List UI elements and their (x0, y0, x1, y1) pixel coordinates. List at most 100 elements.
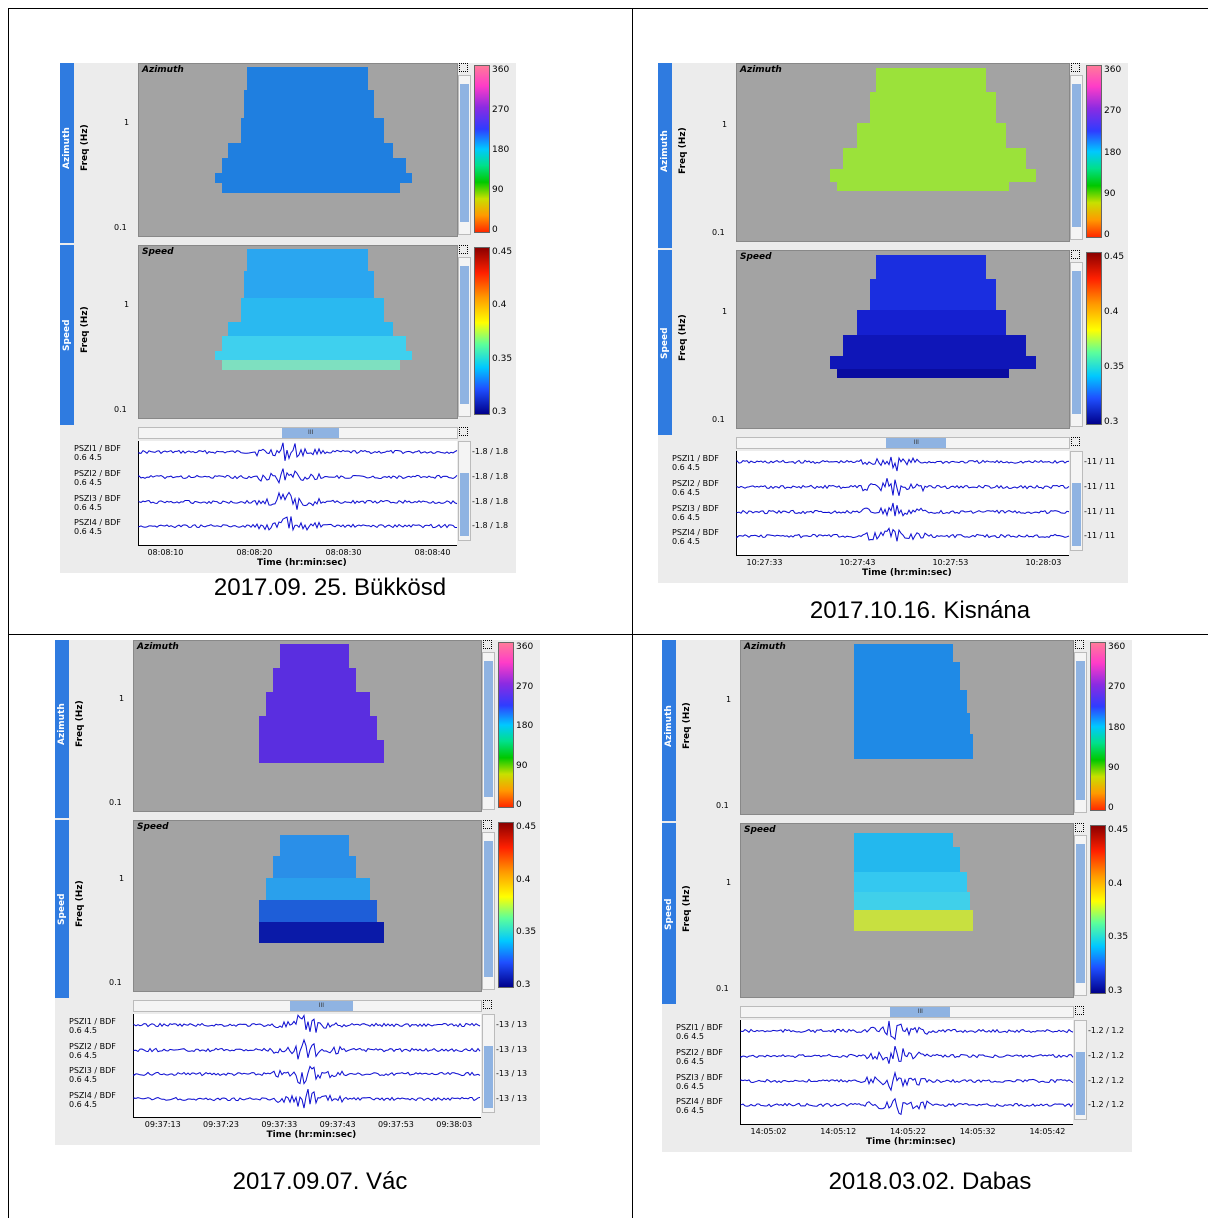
speed-vertical-scrollbar[interactable] (1070, 262, 1083, 427)
fullscreen-icon[interactable] (1075, 640, 1084, 649)
time-scrollbar[interactable]: III (740, 1006, 1074, 1018)
speed-colorbar-label: 0.45 (516, 822, 537, 832)
speed-tab-label: Speed (660, 326, 670, 359)
fullscreen-icon[interactable] (459, 245, 468, 254)
trace-amplitude-label: -11 / 11 (1084, 506, 1116, 516)
fullscreen-icon[interactable] (459, 63, 468, 72)
freq-tick-1: 1 (124, 300, 130, 310)
scrollbar-thumb[interactable] (460, 84, 469, 222)
freq-tick-1: 1 (119, 694, 125, 704)
azimuth-vertical-scrollbar[interactable] (482, 652, 495, 810)
azimuth-colorbar-label: 180 (492, 145, 510, 155)
waveform-trace (133, 1037, 481, 1059)
freq-tick-0-1: 0.1 (114, 223, 127, 232)
scrollbar-thumb[interactable] (460, 266, 469, 404)
scrollbar-thumb[interactable] (1072, 84, 1081, 227)
trace-filter-label: 0.6 4.5 (74, 502, 102, 512)
scrollbar-thumb[interactable] (460, 473, 469, 536)
azimuth-vertical-scrollbar[interactable] (458, 75, 471, 235)
azimuth-tab[interactable]: Azimuth (55, 640, 69, 818)
azimuth-tab[interactable]: Azimuth (60, 63, 74, 243)
time-scrollbar[interactable]: III (736, 437, 1070, 449)
scrollbar-thumb[interactable] (484, 1045, 493, 1108)
speed-tab[interactable]: Speed (60, 245, 74, 425)
panel-caption: 2018.03.02. Dabas (828, 1168, 1032, 1195)
time-scrollbar[interactable]: III (138, 427, 458, 439)
speed-spectrogram: Speed (736, 250, 1070, 429)
scrollbar-thumb[interactable] (484, 841, 493, 977)
spectrum-cell (856, 310, 1006, 336)
azimuth-vertical-scrollbar[interactable] (1070, 75, 1083, 240)
scrollbar-thumb[interactable] (1072, 271, 1081, 414)
spectrum-cell (853, 690, 967, 713)
scrollbar-thumb[interactable] (1076, 661, 1085, 800)
speed-tab[interactable]: Speed (55, 820, 69, 998)
spectrum-cell (243, 271, 375, 298)
spectrum-cell (843, 335, 1026, 357)
trace-filter-label: 0.6 4.5 (676, 1106, 704, 1116)
time-scrollbar-thumb[interactable]: III (290, 1001, 353, 1011)
trace-amplitude-label: -1.2 / 1.2 (1088, 1075, 1125, 1085)
table-border-left (8, 8, 9, 1218)
speed-colorbar-label: 0.3 (516, 980, 531, 990)
spectrum-cell (247, 249, 368, 272)
spectrum-cell (853, 872, 967, 892)
speed-tab[interactable]: Speed (658, 250, 672, 435)
trace-filter-label: 0.6 4.5 (676, 1081, 704, 1091)
azimuth-spectrogram: Azimuth (740, 640, 1074, 815)
waveform-fullscreen-icon[interactable] (459, 427, 468, 436)
fullscreen-icon[interactable] (483, 640, 492, 649)
trace-station-label: PSZI2 / BDF (69, 1041, 116, 1051)
spectrum-cell (240, 117, 384, 143)
freq-tick-0-1: 0.1 (109, 798, 122, 807)
speed-plot-title: Speed (740, 252, 772, 262)
speed-colorbar-label: 0.35 (1104, 362, 1125, 372)
speed-vertical-scrollbar[interactable] (482, 832, 495, 990)
waveform-trace (138, 516, 457, 532)
spectrum-cell (228, 142, 394, 158)
time-axis-title: Time (hr:min:sec) (266, 1130, 357, 1140)
azimuth-tab[interactable]: Azimuth (658, 63, 672, 248)
waveform-vertical-scrollbar[interactable] (458, 441, 471, 541)
scrollbar-thumb[interactable] (1072, 483, 1081, 546)
spectrum-cell (853, 712, 971, 734)
fullscreen-icon[interactable] (483, 820, 492, 829)
spectrum-cell (221, 182, 400, 193)
time-tick-label: 09:37:53 (377, 1120, 414, 1129)
waveform-vertical-scrollbar[interactable] (1070, 451, 1083, 551)
trace-amplitude-label: -13 / 13 (496, 1044, 528, 1054)
waveform-fullscreen-icon[interactable] (1071, 437, 1080, 446)
azimuth-vertical-scrollbar[interactable] (1074, 652, 1087, 813)
fullscreen-icon[interactable] (1071, 63, 1080, 72)
spectrum-cell (853, 644, 954, 662)
speed-colorbar-label: 0.4 (1108, 878, 1123, 889)
scrollbar-thumb[interactable] (1076, 1052, 1085, 1115)
scrollbar-thumb[interactable] (1076, 844, 1085, 983)
trace-amplitude-label: -1.8 / 1.8 (472, 471, 509, 481)
scrollbar-thumb[interactable] (484, 661, 493, 797)
speed-colorbar-label: 0.45 (1108, 825, 1129, 835)
waveform-fullscreen-icon[interactable] (483, 1000, 492, 1009)
waveform-vertical-scrollbar[interactable] (482, 1014, 495, 1113)
time-scrollbar-thumb[interactable]: III (282, 428, 340, 438)
time-tick-label: 10:27:53 (932, 558, 969, 567)
fullscreen-icon[interactable] (1071, 250, 1080, 259)
waveform-fullscreen-icon[interactable] (1075, 1006, 1084, 1015)
speed-tab[interactable]: Speed (662, 823, 676, 1004)
speed-vertical-scrollbar[interactable] (458, 257, 471, 417)
time-scrollbar-thumb[interactable]: III (890, 1007, 951, 1017)
speed-vertical-scrollbar[interactable] (1074, 835, 1087, 996)
time-scrollbar[interactable]: III (133, 1000, 482, 1012)
time-scrollbar-thumb[interactable]: III (886, 438, 947, 448)
waveform-vertical-scrollbar[interactable] (1074, 1020, 1087, 1120)
freq-tick-0-1: 0.1 (109, 978, 122, 987)
trace-filter-label: 0.6 4.5 (69, 1050, 97, 1060)
freq-axis-label: Freq (Hz) (80, 124, 90, 171)
fullscreen-icon[interactable] (1075, 823, 1084, 832)
azimuth-spectrogram: Azimuth (736, 63, 1070, 242)
trace-amplitude-label: -1.2 / 1.2 (1088, 1050, 1125, 1060)
time-tick-label: 14:05:22 (890, 1127, 926, 1136)
azimuth-tab[interactable]: Azimuth (662, 640, 676, 821)
azimuth-colorbar-label: 360 (516, 642, 534, 652)
trace-filter-label: 0.6 4.5 (672, 463, 700, 473)
